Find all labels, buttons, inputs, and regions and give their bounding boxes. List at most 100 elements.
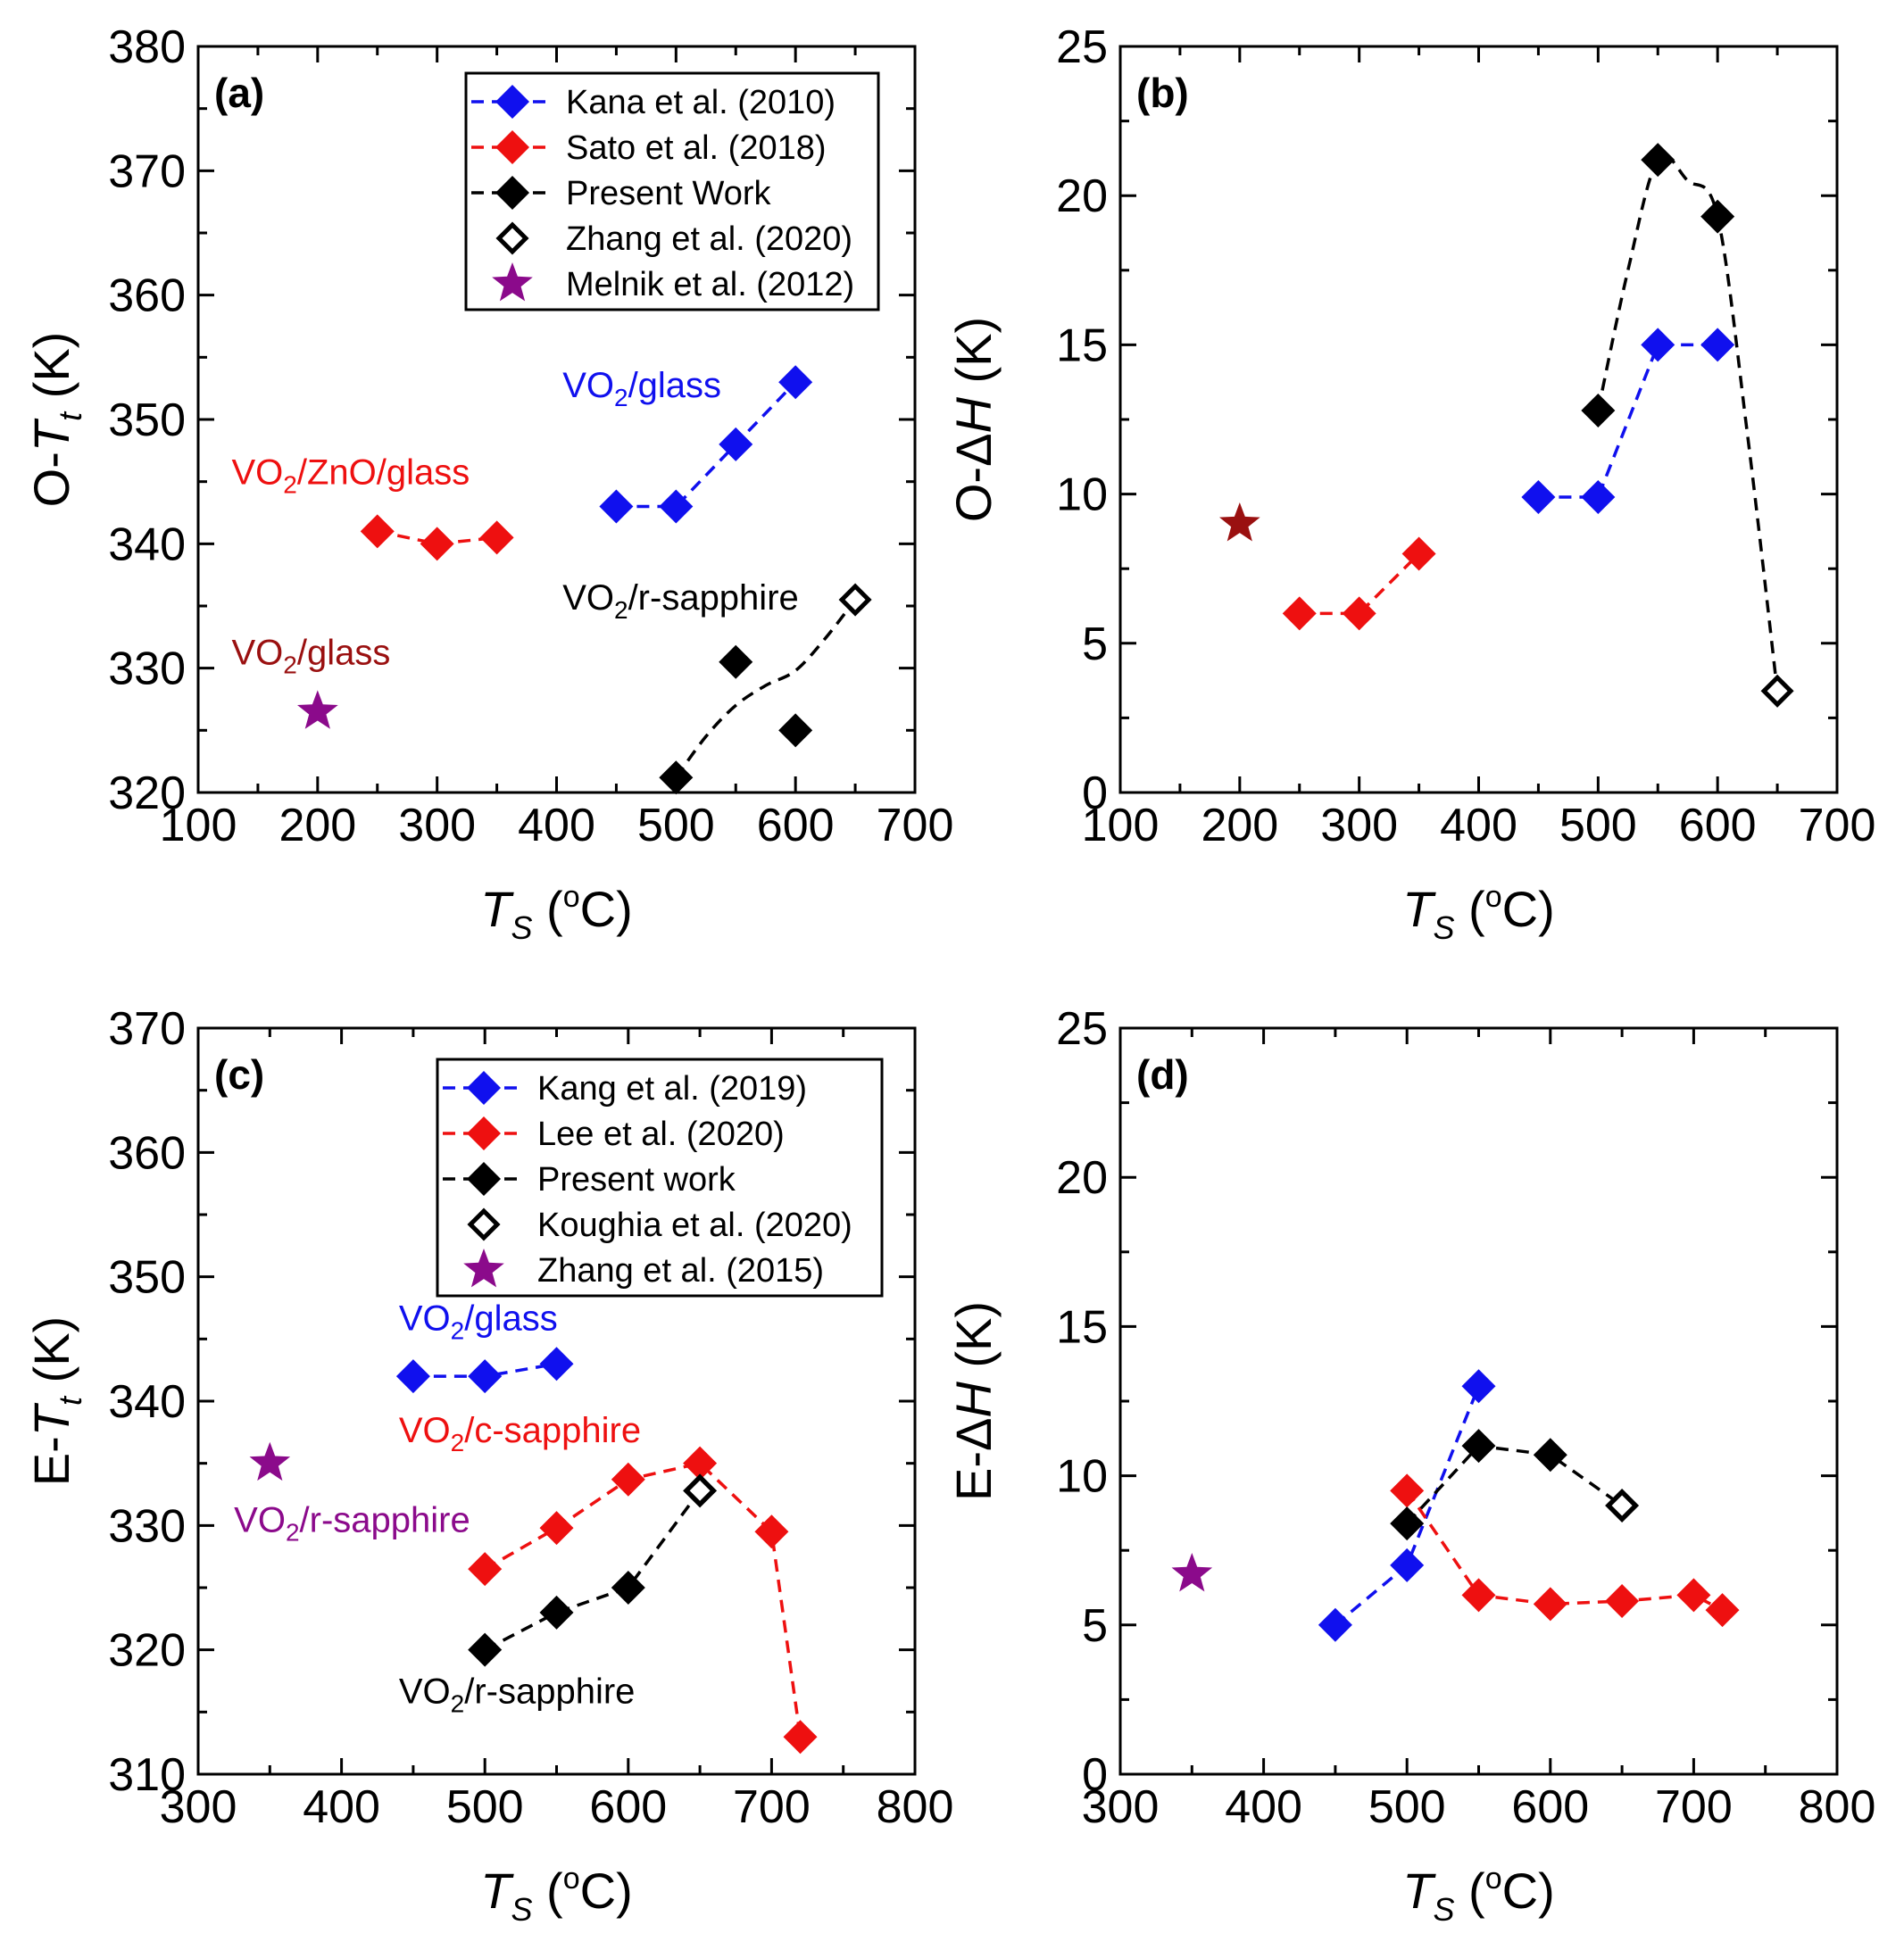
annotation-label: VO2/c-sapphire bbox=[399, 1411, 641, 1456]
legend-entry: Zhang et al. (2015) bbox=[537, 1252, 824, 1290]
legend-entry: Present work bbox=[537, 1161, 736, 1199]
data-point bbox=[1282, 596, 1317, 631]
y-tick-label: 25 bbox=[1056, 1003, 1108, 1055]
x-tick-label: 500 bbox=[637, 800, 715, 851]
y-axis-title: O-Tt (K) bbox=[23, 332, 88, 508]
data-point bbox=[1401, 536, 1436, 571]
y-tick-label: 360 bbox=[108, 1127, 186, 1179]
data-point bbox=[659, 489, 694, 524]
data-point bbox=[1705, 1593, 1740, 1628]
data-point bbox=[1461, 1429, 1496, 1464]
legend-entry: Sato et al. (2018) bbox=[566, 129, 827, 167]
y-tick-label: 330 bbox=[108, 1500, 186, 1552]
y-tick-label: 380 bbox=[108, 21, 186, 73]
data-point bbox=[778, 713, 813, 748]
x-tick-label: 300 bbox=[160, 1781, 237, 1833]
data-point bbox=[1533, 1587, 1567, 1622]
data-point bbox=[1581, 479, 1616, 514]
legend-marker bbox=[495, 221, 529, 255]
legend-entry: Koughia et al. (2020) bbox=[537, 1207, 852, 1244]
y-tick-label: 350 bbox=[108, 1252, 186, 1304]
annotation-label: VO2/r-sapphire bbox=[562, 578, 799, 624]
chart-panel-d: 300 400 500 600 700 800 0 5 10 15 20 25 TS (oC) E-ΔH … bbox=[945, 1003, 1875, 1928]
data-point bbox=[611, 1462, 645, 1497]
x-tick-label: 300 bbox=[1082, 1781, 1160, 1833]
series-line bbox=[616, 380, 797, 509]
x-tick-label: 500 bbox=[446, 1781, 524, 1833]
x-tick-label: 600 bbox=[589, 1781, 667, 1833]
x-tick-label: 400 bbox=[303, 1781, 380, 1833]
x-tick-label: 800 bbox=[1799, 1781, 1876, 1833]
x-tick-label: 200 bbox=[1201, 800, 1278, 851]
data-point bbox=[1461, 1369, 1496, 1404]
y-tick-label: 15 bbox=[1056, 1301, 1108, 1353]
legend-marker bbox=[495, 85, 529, 119]
data-point bbox=[1390, 1506, 1425, 1541]
data-point bbox=[1342, 596, 1376, 631]
data-point bbox=[1318, 1607, 1352, 1642]
y-tick-label: 370 bbox=[108, 1003, 186, 1055]
annotation-label: VO2/glass bbox=[399, 1299, 558, 1345]
series-line bbox=[484, 1489, 702, 1652]
panel-label: (a) bbox=[214, 70, 264, 116]
x-tick-label: 700 bbox=[1655, 1781, 1733, 1833]
y-tick-label: 25 bbox=[1056, 21, 1108, 73]
data-point bbox=[1676, 1578, 1711, 1613]
data-point bbox=[1581, 393, 1616, 427]
y-tick-label: 0 bbox=[1082, 1749, 1108, 1801]
data-point bbox=[1390, 1473, 1425, 1508]
y-axis-title: O-ΔH (K) bbox=[945, 317, 1002, 522]
data-point bbox=[468, 1632, 503, 1667]
legend-entry: Zhang et al. (2020) bbox=[566, 220, 852, 258]
data-point bbox=[468, 1359, 503, 1394]
data-point bbox=[719, 644, 753, 679]
x-tick-label: 600 bbox=[1511, 1781, 1589, 1833]
y-tick-label: 0 bbox=[1082, 768, 1108, 819]
y-tick-label: 310 bbox=[108, 1749, 186, 1801]
y-tick-label: 5 bbox=[1082, 618, 1108, 670]
y-tick-label: 320 bbox=[108, 768, 186, 819]
x-tick-label: 100 bbox=[160, 800, 237, 851]
annotation-label: VO2/r-sapphire bbox=[399, 1672, 636, 1718]
legend-entry: Present Work bbox=[566, 175, 771, 212]
data-point bbox=[783, 1720, 818, 1755]
data-point bbox=[479, 520, 514, 555]
annotation-label: VO2/glass bbox=[231, 633, 390, 678]
plot-frame bbox=[1118, 45, 1839, 794]
y-tick-label: 360 bbox=[108, 270, 186, 322]
data-point bbox=[539, 1511, 574, 1546]
legend-entry: Lee et al. (2020) bbox=[537, 1116, 785, 1153]
legend-marker bbox=[463, 1249, 504, 1288]
y-tick-label: 320 bbox=[108, 1625, 186, 1677]
data-point bbox=[360, 514, 395, 549]
data-point bbox=[1219, 502, 1260, 542]
legend-entry: Kana et al. (2010) bbox=[566, 84, 836, 121]
legend-marker bbox=[467, 1162, 501, 1196]
y-tick-label: 350 bbox=[108, 394, 186, 446]
chart-panel-b: 100 200 300 400 500 600 700 0 5 10 15 20 25 TS (oC) O-… bbox=[945, 21, 1875, 946]
x-tick-label: 800 bbox=[877, 1781, 954, 1833]
y-tick-label: 340 bbox=[108, 1376, 186, 1428]
series-line bbox=[484, 1461, 802, 1738]
y-tick-label: 370 bbox=[108, 145, 186, 197]
legend: Kang et al. (2019) Lee et al. (2020) Prese… bbox=[436, 1058, 884, 1298]
data-point bbox=[1700, 328, 1735, 362]
x-tick-label: 400 bbox=[1225, 1781, 1302, 1833]
annotation-label: VO2/glass bbox=[562, 366, 721, 411]
x-tick-label: 100 bbox=[1082, 800, 1160, 851]
series-line bbox=[1405, 1444, 1624, 1525]
x-tick-label: 600 bbox=[757, 800, 835, 851]
x-tick-label: 200 bbox=[279, 800, 356, 851]
y-tick-label: 10 bbox=[1056, 1451, 1108, 1503]
data-point bbox=[1461, 1578, 1496, 1613]
x-axis-title: TS (oC) bbox=[1402, 880, 1554, 946]
y-tick-label: 340 bbox=[108, 519, 186, 570]
x-tick-label: 500 bbox=[1368, 1781, 1446, 1833]
data-point bbox=[539, 1347, 574, 1382]
legend-entry: Melnik et al. (2012) bbox=[566, 266, 854, 303]
legend-marker bbox=[492, 262, 533, 302]
x-axis-title: TS (oC) bbox=[480, 1862, 632, 1928]
panel-label: (b) bbox=[1136, 70, 1189, 116]
data-point bbox=[1171, 1553, 1213, 1592]
